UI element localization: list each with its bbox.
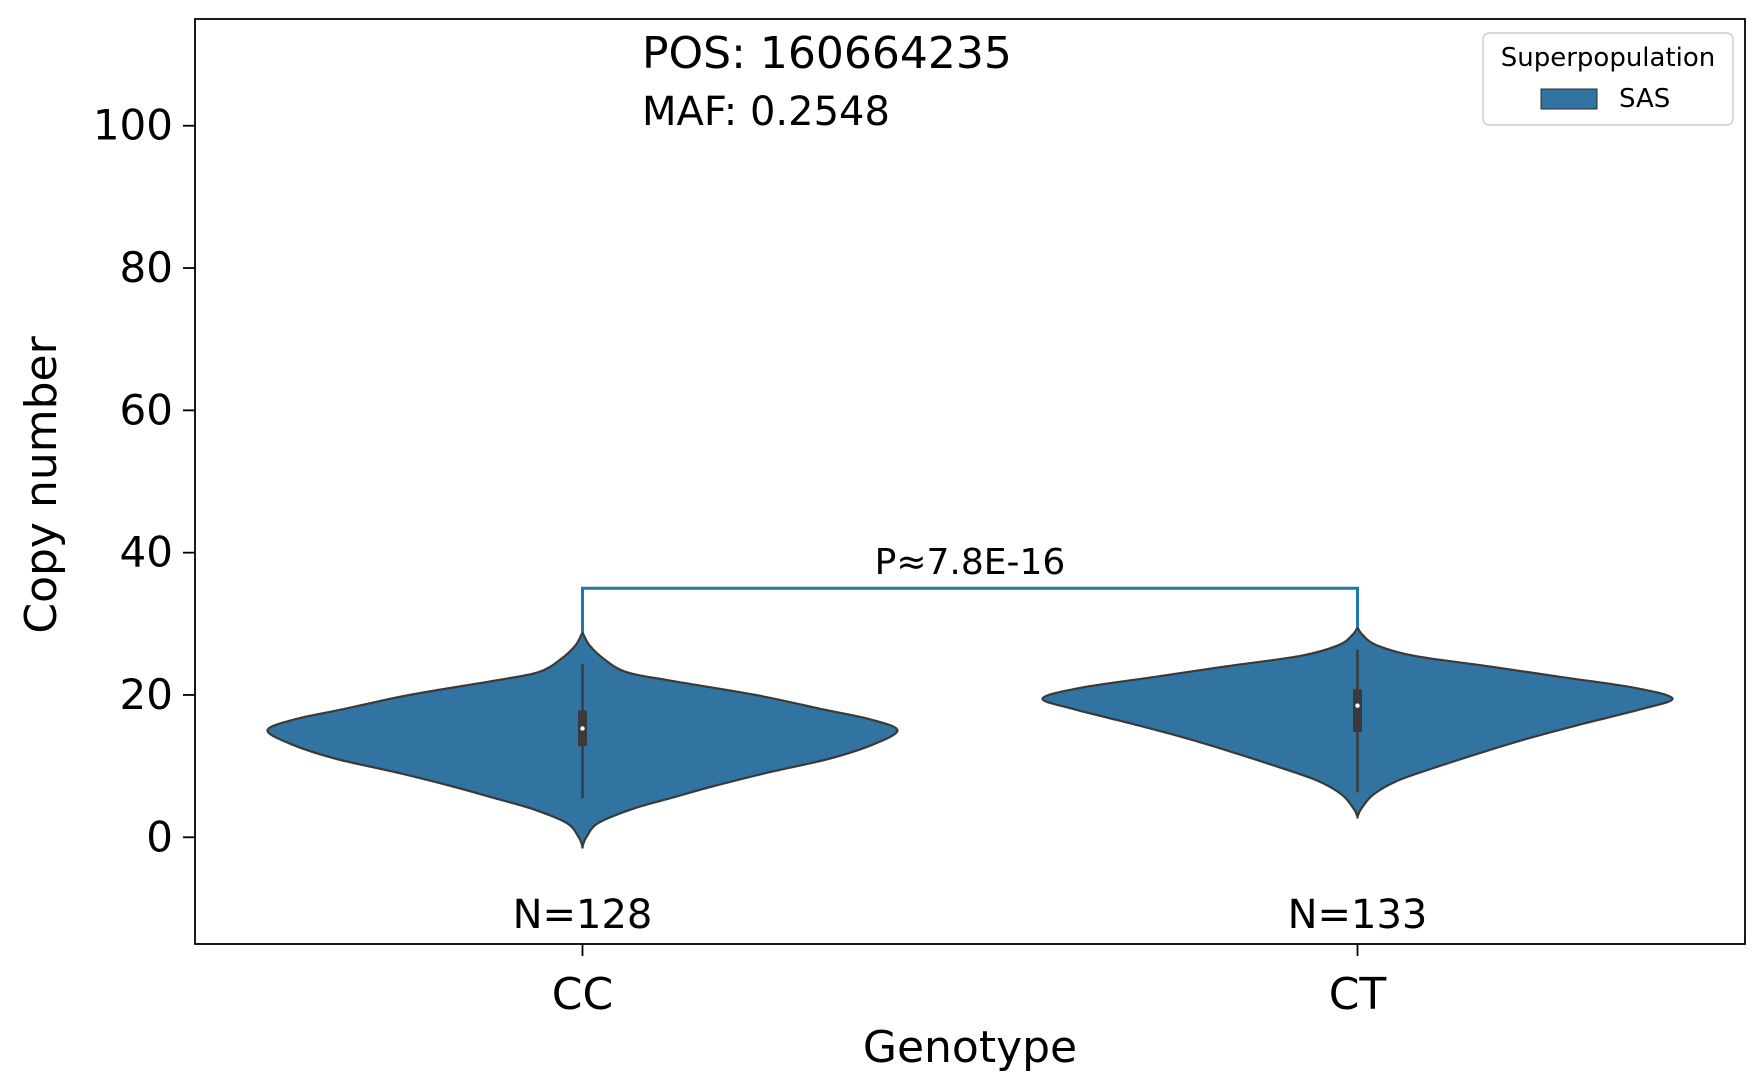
y-tick-label: 80 xyxy=(120,243,173,292)
legend-swatch-sas xyxy=(1540,88,1598,110)
bracket-line xyxy=(581,586,1359,633)
violins-layer: N=128 N=133 xyxy=(266,625,1674,938)
iqr-box-ct xyxy=(1353,689,1362,732)
legend: Superpopulation SAS xyxy=(1482,32,1734,126)
position-annotation: POS: 160664235 xyxy=(642,28,1012,79)
legend-title: Superpopulation xyxy=(1501,43,1716,73)
maf-annotation: MAF: 0.2548 xyxy=(642,89,890,135)
x-axis: CC CT xyxy=(552,944,1387,1020)
significance-bracket: P≈7.8E-16 xyxy=(581,542,1359,633)
y-tick-label: 60 xyxy=(120,385,173,434)
y-tick-label: 100 xyxy=(93,101,173,150)
median-dot-ct xyxy=(1355,703,1360,708)
y-tick-label: 0 xyxy=(146,812,173,861)
y-tick-label: 20 xyxy=(120,670,173,719)
n-label-cc: N=128 xyxy=(513,892,653,938)
p-value-label: P≈7.8E-16 xyxy=(875,542,1066,583)
y-axis: 0 20 40 60 80 100 xyxy=(93,101,195,861)
n-label-ct: N=133 xyxy=(1288,892,1428,938)
plot-frame xyxy=(194,18,1746,945)
y-axis-label: Copy number xyxy=(16,335,67,633)
y-tick-label: 40 xyxy=(120,528,173,577)
x-axis-label: Genotype xyxy=(863,1022,1077,1073)
x-tick-label: CC xyxy=(552,969,613,1020)
x-tick-label: CT xyxy=(1329,969,1387,1020)
legend-entry-sas: SAS xyxy=(1619,84,1670,114)
median-dot-cc xyxy=(580,726,585,731)
